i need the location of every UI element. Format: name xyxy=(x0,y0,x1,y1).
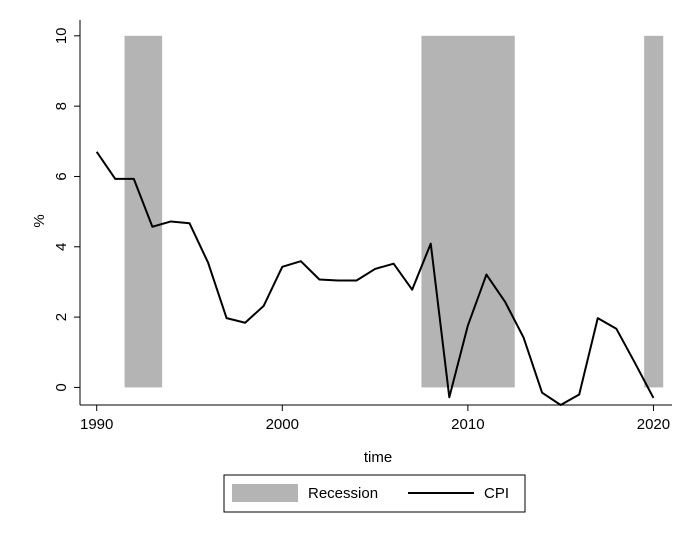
recession-bar xyxy=(495,35,515,388)
x-axis-label: time xyxy=(364,449,392,466)
legend-swatch xyxy=(232,484,298,502)
y-axis-label: % xyxy=(31,214,48,227)
legend-label: Recession xyxy=(308,485,378,502)
recession-bar xyxy=(458,35,478,388)
recession-bar xyxy=(440,35,460,388)
y-tick-label: 8 xyxy=(53,102,70,110)
recession-bar xyxy=(477,35,497,388)
y-tick-label: 0 xyxy=(53,383,70,391)
y-tick-label: 2 xyxy=(53,313,70,321)
legend-label: CPI xyxy=(484,485,509,502)
y-tick-label: 10 xyxy=(53,27,70,44)
x-tick-label: 2010 xyxy=(451,416,484,433)
recession-bar xyxy=(421,35,441,388)
x-tick-label: 1990 xyxy=(80,416,113,433)
y-tick-label: 6 xyxy=(53,172,70,180)
x-tick-label: 2000 xyxy=(266,416,299,433)
x-tick-label: 2020 xyxy=(637,416,670,433)
recession-bar xyxy=(124,35,144,388)
y-tick-label: 4 xyxy=(53,243,70,251)
recession-bar xyxy=(143,35,163,388)
recession-bar xyxy=(644,35,664,388)
